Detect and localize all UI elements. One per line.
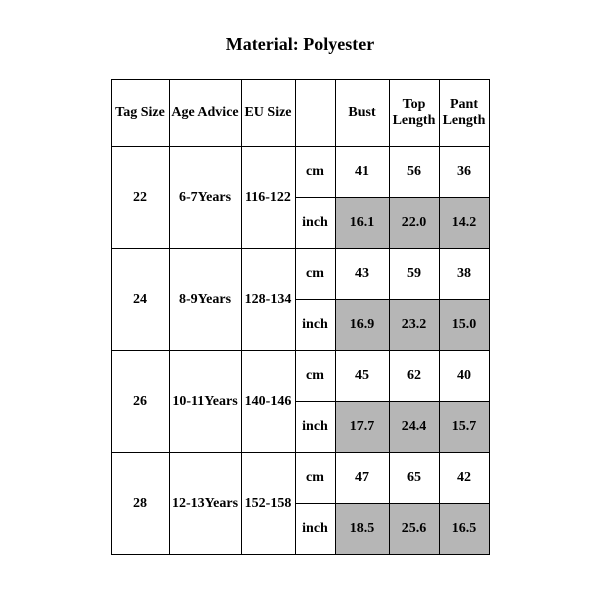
cell-top: 24.4 [389,402,439,453]
cell-pant: 42 [439,453,489,504]
cell-eu: 140-146 [241,351,295,453]
col-bust: Bust [335,80,389,147]
cell-unit: inch [295,198,335,249]
size-chart-table: Tag Size Age Advice EU Size Bust Top Len… [111,79,490,555]
cell-pant: 40 [439,351,489,402]
col-unit [295,80,335,147]
table-body: 22 6-7Years 116-122 cm 41 56 36 inch 16.… [111,147,489,555]
cell-unit: cm [295,351,335,402]
cell-pant: 15.7 [439,402,489,453]
cell-eu: 116-122 [241,147,295,249]
cell-eu: 128-134 [241,249,295,351]
cell-pant: 14.2 [439,198,489,249]
table-row: 24 8-9Years 128-134 cm 43 59 38 [111,249,489,300]
cell-tag: 26 [111,351,169,453]
table-row: 28 12-13Years 152-158 cm 47 65 42 [111,453,489,504]
table-row: 22 6-7Years 116-122 cm 41 56 36 [111,147,489,198]
cell-age: 10-11Years [169,351,241,453]
cell-age: 12-13Years [169,453,241,555]
cell-top: 62 [389,351,439,402]
cell-bust: 18.5 [335,504,389,555]
col-top-length: Top Length [389,80,439,147]
cell-unit: inch [295,402,335,453]
cell-age: 6-7Years [169,147,241,249]
cell-age: 8-9Years [169,249,241,351]
cell-pant: 36 [439,147,489,198]
page-title: Material: Polyester [0,0,600,79]
cell-tag: 24 [111,249,169,351]
cell-bust: 16.1 [335,198,389,249]
cell-bust: 17.7 [335,402,389,453]
cell-tag: 28 [111,453,169,555]
cell-tag: 22 [111,147,169,249]
cell-pant: 15.0 [439,300,489,351]
table-row: 26 10-11Years 140-146 cm 45 62 40 [111,351,489,402]
cell-bust: 45 [335,351,389,402]
cell-eu: 152-158 [241,453,295,555]
cell-pant: 38 [439,249,489,300]
cell-unit: inch [295,504,335,555]
cell-top: 25.6 [389,504,439,555]
cell-unit: cm [295,147,335,198]
col-tag-size: Tag Size [111,80,169,147]
cell-top: 22.0 [389,198,439,249]
cell-bust: 41 [335,147,389,198]
cell-bust: 47 [335,453,389,504]
cell-top: 23.2 [389,300,439,351]
table-header-row: Tag Size Age Advice EU Size Bust Top Len… [111,80,489,147]
cell-bust: 43 [335,249,389,300]
cell-top: 56 [389,147,439,198]
cell-bust: 16.9 [335,300,389,351]
cell-unit: inch [295,300,335,351]
col-eu-size: EU Size [241,80,295,147]
cell-unit: cm [295,249,335,300]
col-age-advice: Age Advice [169,80,241,147]
cell-pant: 16.5 [439,504,489,555]
cell-top: 59 [389,249,439,300]
cell-top: 65 [389,453,439,504]
col-pant-length: Pant Length [439,80,489,147]
cell-unit: cm [295,453,335,504]
